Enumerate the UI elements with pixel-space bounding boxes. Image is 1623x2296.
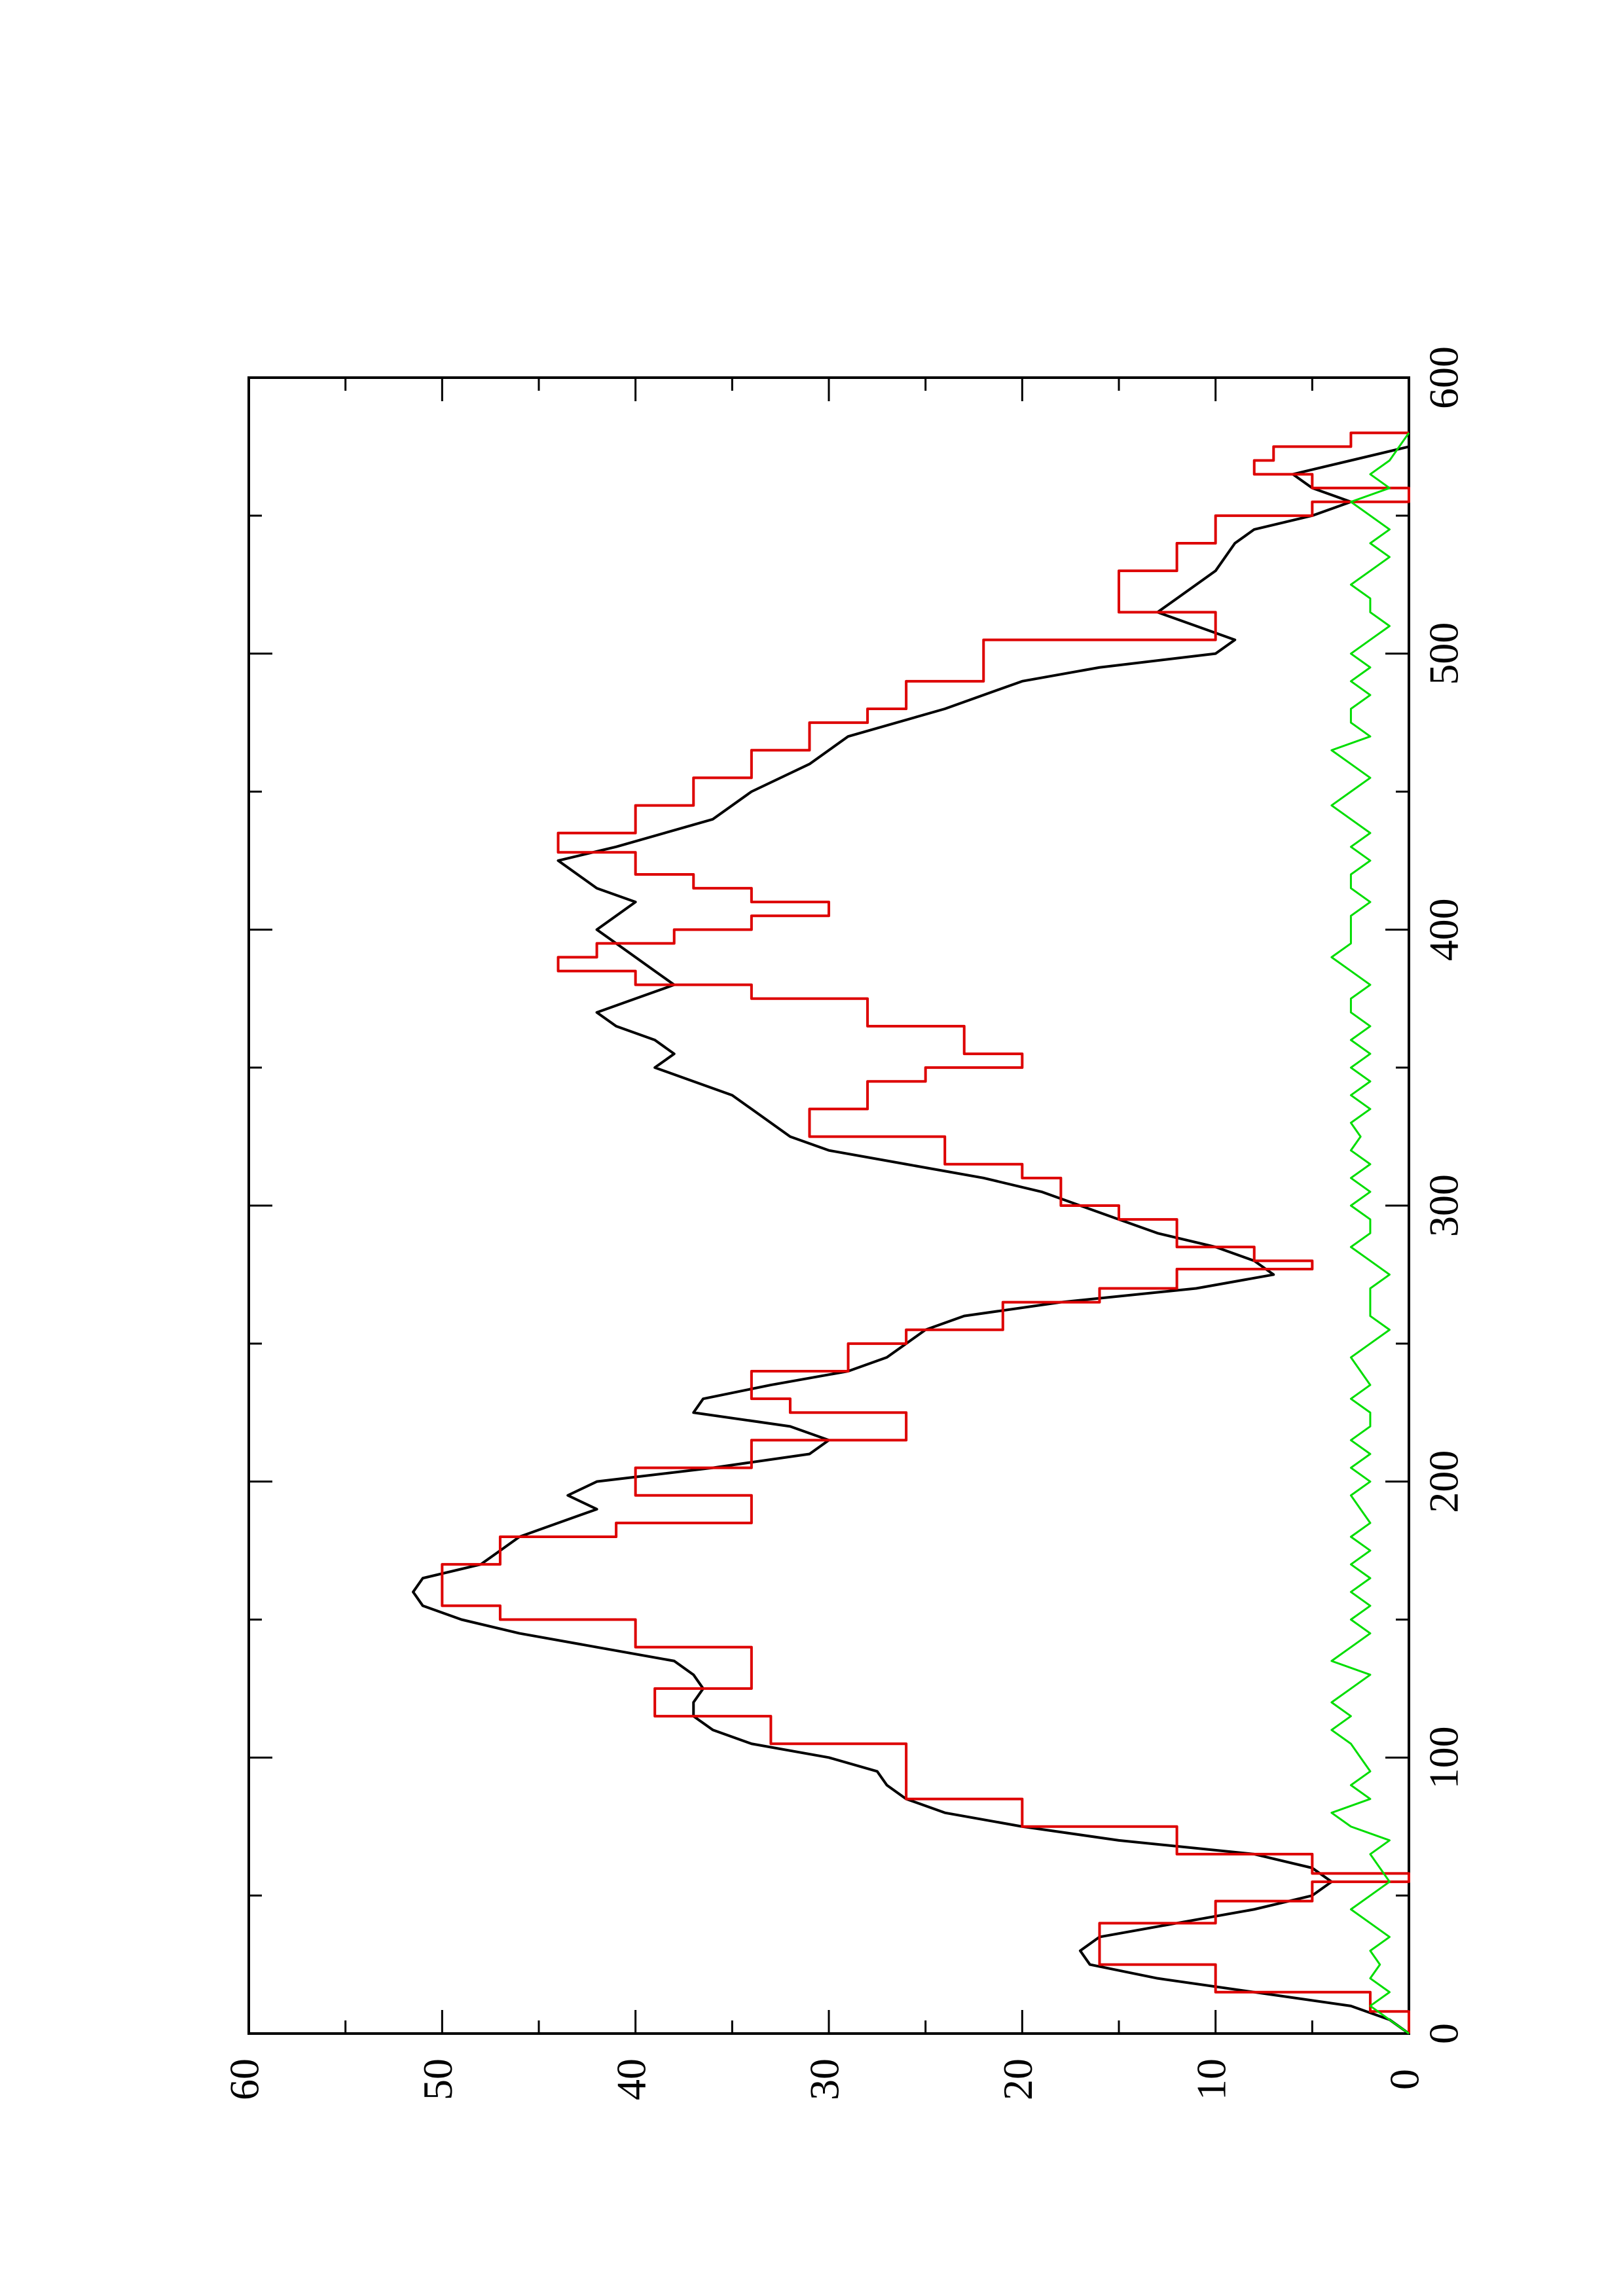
y-tick-label: 50 <box>414 2058 461 2100</box>
tick-labels-group: 0 100 200 300 400 500 600 0 10 20 30 40 50 60 <box>221 346 1467 2100</box>
series-line-1 <box>412 445 1410 2035</box>
x-tick-label: 500 <box>1421 622 1467 685</box>
plot-frame <box>247 376 1410 2035</box>
y-tick-label: 10 <box>1188 2058 1234 2100</box>
y-tick-label: 40 <box>608 2058 654 2100</box>
x-tick-label: 300 <box>1421 1174 1467 1237</box>
x-tick-label: 400 <box>1421 898 1467 961</box>
ticks-group <box>247 376 1410 2035</box>
y-tick-label: 20 <box>994 2058 1041 2100</box>
x-tick-label: 100 <box>1421 1726 1467 1789</box>
y-tick-label: 30 <box>801 2058 848 2100</box>
series-line-3 <box>1330 432 1410 2035</box>
y-tick-label: 0 <box>1381 2069 1428 2090</box>
x-tick-label: 600 <box>1421 346 1467 409</box>
series-line-2 <box>441 431 1410 2034</box>
x-tick-label: 200 <box>1421 1450 1467 1513</box>
series-group <box>412 431 1410 2035</box>
y-tick-label: 60 <box>221 2058 268 2100</box>
x-tick-label: 0 <box>1421 2023 1467 2044</box>
